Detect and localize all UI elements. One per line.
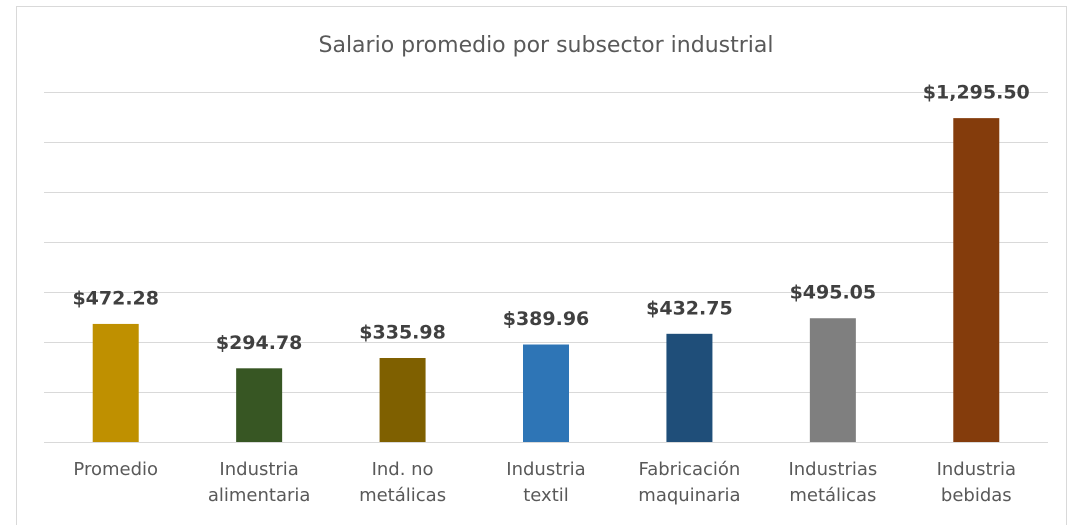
bar [666, 333, 713, 442]
x-tick-label: Industria textil [506, 459, 585, 506]
data-label: $389.96 [503, 308, 590, 330]
data-label: $432.75 [646, 297, 733, 319]
x-tick-label: Promedio [73, 459, 158, 480]
x-tick-label: Ind. no metálicas [359, 459, 446, 506]
bar [236, 368, 283, 442]
x-tick-label: Industrias metálicas [788, 459, 877, 506]
bar [953, 118, 1000, 442]
x-tick-label: Industria alimentaria [208, 459, 311, 506]
bar [92, 323, 139, 442]
chart-title: Salario promedio por subsector industria… [319, 33, 774, 58]
x-tick-label: Fabricación maquinaria [638, 459, 740, 506]
data-label: $495.05 [790, 282, 877, 304]
x-tick-label: Industria bebidas [937, 459, 1016, 506]
bar [809, 318, 856, 442]
data-label: $1,295.50 [923, 82, 1030, 104]
chart-frame [16, 6, 1067, 525]
bar [523, 344, 569, 442]
data-label: $335.98 [359, 322, 446, 344]
data-label: $472.28 [72, 287, 159, 309]
data-label: $294.78 [216, 332, 303, 354]
bar [379, 358, 426, 442]
